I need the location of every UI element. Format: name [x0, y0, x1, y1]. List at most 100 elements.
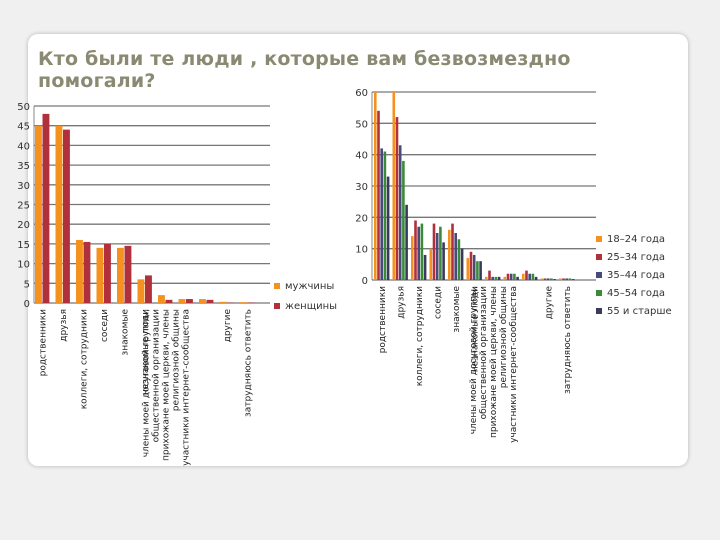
- right-bar: [506, 273, 510, 280]
- right-bar: [534, 276, 538, 280]
- right-category-label: друзья: [397, 286, 407, 319]
- right-category-label: знакомые: [452, 286, 462, 333]
- right-bar: [377, 110, 380, 280]
- right-category-label: незнакомые люди: [471, 286, 481, 372]
- right-category-label: коллеги, сотрудники: [415, 286, 425, 386]
- left-bar: [42, 113, 50, 303]
- right-bar: [383, 151, 387, 280]
- left-y-tick-label: 0: [24, 299, 30, 310]
- left-bar: [35, 125, 42, 303]
- right-bar: [528, 273, 531, 280]
- right-y-tick-label: 40: [355, 151, 368, 162]
- right-bar: [392, 92, 396, 280]
- right-bar: [522, 273, 525, 280]
- left-y-tick-label: 40: [17, 141, 30, 152]
- left-bar: [137, 279, 145, 303]
- left-bar: [104, 243, 111, 303]
- left-bar: [124, 245, 132, 303]
- left-category-label: коллеги, сотрудники: [80, 309, 90, 409]
- left-legend-swatch: [274, 283, 280, 289]
- left-category-label: члены моей досуговой группы,общественной…: [142, 309, 192, 466]
- left-bar: [165, 299, 173, 303]
- right-bar: [503, 276, 507, 280]
- chart-title: Кто были те люди , которые вам безвозмез…: [38, 48, 571, 92]
- left-bar: [219, 301, 227, 303]
- right-bar: [485, 276, 488, 280]
- right-bar: [476, 261, 479, 280]
- right-category-label: члены моей досуговой группы,общественной…: [469, 286, 519, 443]
- right-category-label: другие: [545, 286, 555, 320]
- right-bar: [540, 278, 544, 280]
- left-bar: [83, 241, 91, 303]
- right-y-tick-label: 0: [362, 276, 368, 287]
- right-bar: [429, 248, 433, 280]
- right-bar: [494, 276, 498, 280]
- left-bar: [206, 299, 214, 303]
- right-bar: [457, 239, 461, 280]
- right-bar: [509, 273, 513, 280]
- left-y-tick-label: 10: [17, 260, 30, 271]
- right-bar: [395, 117, 399, 280]
- left-y-tick-label: 15: [17, 240, 30, 251]
- left-y-tick-label: 25: [17, 201, 30, 212]
- left-y-tick-label: 35: [17, 161, 30, 172]
- left-legend-label: женщины: [285, 301, 337, 312]
- left-bar: [117, 247, 124, 303]
- right-legend-label: 25–34 года: [607, 252, 665, 263]
- left-bar: [96, 247, 104, 303]
- right-bar: [497, 276, 501, 280]
- left-category-label: друзья: [59, 309, 69, 342]
- left-y-tick-label: 5: [24, 279, 30, 290]
- right-bar: [553, 279, 556, 280]
- right-bar: [469, 251, 473, 280]
- right-bar: [550, 278, 553, 280]
- right-legend-label: 45–54 года: [607, 288, 665, 299]
- left-y-tick-label: 20: [17, 220, 30, 231]
- right-bar: [442, 242, 445, 280]
- left-bar: [178, 299, 186, 303]
- right-bar: [386, 176, 390, 280]
- right-bar: [568, 278, 572, 280]
- right-legend-label: 35–44 года: [607, 270, 665, 281]
- right-y-tick-label: 10: [355, 245, 368, 256]
- right-bar: [432, 223, 436, 280]
- left-category-label: знакомые: [121, 309, 131, 356]
- right-legend-swatch: [596, 290, 602, 296]
- left-bar: [63, 129, 70, 303]
- right-legend-label: 18–24 года: [607, 234, 665, 245]
- right-category-label: соседи: [434, 286, 444, 319]
- right-bar: [571, 279, 575, 280]
- left-bar: [240, 302, 247, 303]
- right-bar: [414, 220, 417, 280]
- right-bar: [374, 92, 377, 280]
- left-category-label: соседи: [100, 309, 110, 342]
- right-bar: [466, 258, 470, 280]
- right-bar: [479, 261, 482, 280]
- left-bar: [145, 275, 152, 303]
- right-bar: [460, 248, 464, 280]
- right-category-label: родственники: [378, 286, 388, 354]
- right-bar: [405, 204, 408, 280]
- right-bar: [420, 223, 424, 280]
- right-bar: [559, 278, 562, 280]
- left-bar: [55, 125, 63, 303]
- left-bar: [186, 299, 193, 303]
- left-y-tick-label: 50: [17, 102, 30, 113]
- right-bar: [491, 276, 494, 280]
- right-bar: [516, 276, 519, 280]
- right-bar: [411, 236, 414, 280]
- right-legend-swatch: [596, 272, 602, 278]
- right-bar: [417, 226, 420, 280]
- right-bar: [525, 270, 528, 280]
- right-bar: [402, 160, 405, 280]
- right-bar: [454, 233, 457, 280]
- left-y-tick-label: 30: [17, 181, 30, 192]
- left-category-label: незнакомые люди: [141, 309, 151, 395]
- right-y-tick-label: 60: [355, 88, 368, 99]
- right-legend-label: 55 и старше: [607, 306, 672, 317]
- left-bar: [158, 295, 165, 303]
- right-bar: [562, 278, 565, 280]
- right-bar: [423, 254, 427, 280]
- right-bar: [448, 229, 451, 280]
